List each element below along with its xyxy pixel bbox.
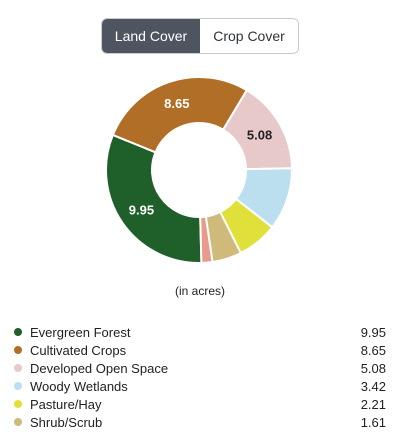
legend-label: Cultivated Crops: [30, 342, 127, 358]
legend-item-evergreen-forest: Evergreen Forest 9.95: [14, 323, 386, 341]
legend-item-developed-open-space: Developed Open Space 5.08: [14, 359, 386, 377]
legend-label: Shrub/Scrub: [30, 414, 103, 430]
slice-label-cultivated-crops: 8.65: [164, 96, 189, 111]
legend-label: Woody Wetlands: [30, 378, 128, 394]
slice-cultivated-crops[interactable]: [111, 76, 249, 154]
legend-value: 5.08: [360, 360, 386, 376]
chart-legend: Evergreen Forest 9.95 Cultivated Crops 8.65…: [14, 323, 386, 431]
legend-swatch: [14, 346, 22, 354]
slice-label-developed-open-space: 5.08: [247, 127, 272, 142]
legend-label: Pasture/Hay: [30, 396, 102, 412]
legend-item-cultivated-crops: Cultivated Crops 8.65: [14, 341, 386, 359]
legend-value: 8.65: [360, 342, 386, 358]
legend-swatch: [14, 400, 22, 408]
slice-unlisted-category-not-visible[interactable]: [199, 215, 214, 264]
legend-swatch: [14, 328, 22, 336]
legend-value: 9.95: [360, 324, 386, 340]
legend-label: Developed Open Space: [30, 360, 169, 376]
legend-item-shrub-scrub: Shrub/Scrub 1.61: [14, 413, 386, 431]
legend-swatch: [14, 364, 22, 372]
legend-swatch: [14, 382, 22, 390]
slice-label-evergreen-forest: 9.95: [129, 202, 154, 217]
unit-caption: (in acres): [174, 284, 225, 298]
legend-value: 2.21: [360, 396, 386, 412]
crop-cover-button[interactable]: Crop Cover: [213, 28, 285, 44]
legend-value: 1.61: [360, 414, 386, 430]
cover-toggle: Land Cover Crop Cover: [101, 18, 299, 54]
land-cover-button[interactable]: Land Cover: [102, 19, 200, 53]
legend-item-woody-wetlands: Woody Wetlands 3.42: [14, 377, 386, 395]
slice-evergreen-forest[interactable]: [105, 133, 203, 264]
legend-swatch: [14, 418, 22, 426]
legend-item-pasture-hay: Pasture/Hay 2.21: [14, 395, 386, 413]
legend-label: Evergreen Forest: [30, 324, 131, 340]
legend-value: 3.42: [360, 378, 386, 394]
land-cover-donut-chart: 9.95 8.65 5.08: [105, 76, 293, 264]
